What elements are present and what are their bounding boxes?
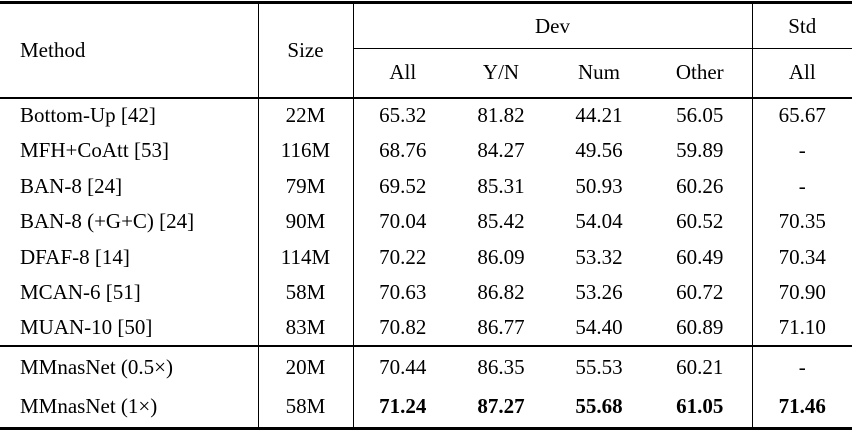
col-header-std-all: All bbox=[751, 48, 852, 99]
cell-std-all: 70.90 bbox=[751, 275, 852, 311]
cell-dev-other: 61.05 bbox=[676, 394, 724, 419]
col-header-size: Size bbox=[257, 2, 353, 99]
cell-dev-other: 60.21 bbox=[648, 345, 752, 387]
table-row: MMnasNet (1×) 58M 71.24 87.27 55.68 61.0… bbox=[0, 387, 852, 428]
cell-dev-yn: 84.27 bbox=[477, 138, 525, 163]
cell-std-all: - bbox=[751, 168, 852, 204]
cell-dev-num: 54.40 bbox=[575, 315, 623, 340]
table-header: Method Size Dev Std All Y/N Num Other Al… bbox=[0, 2, 852, 99]
cell-dev-num: 53.26 bbox=[575, 280, 623, 305]
cell-size: 90M bbox=[257, 204, 353, 240]
table-row: DFAF-8 [14] 114M 70.22 86.09 53.32 60.49… bbox=[0, 239, 852, 275]
cell-size: 116M bbox=[257, 133, 353, 169]
col-header-dev-other: Other bbox=[648, 48, 752, 99]
table-row: Bottom-Up [42] 22M 65.32 81.82 44.21 56.… bbox=[0, 97, 852, 133]
table-row: MFH+CoAtt [53] 116M 68.76 84.27 49.56 59… bbox=[0, 133, 852, 169]
cell-dev-yn: 87.27 bbox=[477, 394, 525, 419]
cell-method: BAN-8 (+G+C) [24] bbox=[20, 209, 195, 234]
cell-dev-other: 59.89 bbox=[676, 138, 724, 163]
col-header-method: Method bbox=[0, 2, 258, 99]
table-row: MMnasNet (0.5×) 20M 70.44 86.35 55.53 60… bbox=[0, 345, 852, 387]
col-header-dev-num: Num bbox=[550, 48, 648, 99]
cell-dev-all: 70.63 bbox=[352, 275, 452, 311]
cell-dev-other: 60.89 bbox=[676, 315, 724, 340]
cell-dev-num: 55.53 bbox=[550, 345, 648, 387]
cell-std-all: 71.46 bbox=[751, 387, 852, 428]
cell-std-all: 70.34 bbox=[751, 239, 852, 275]
cell-size: 58M bbox=[257, 387, 353, 428]
cell-size: 79M bbox=[257, 168, 353, 204]
cell-method: MMnasNet (1×) bbox=[20, 394, 158, 419]
col-header-dev-all: All bbox=[352, 48, 452, 99]
cell-size: 114M bbox=[257, 239, 353, 275]
cell-method: DFAF-8 [14] bbox=[20, 244, 130, 269]
cell-dev-other: 60.52 bbox=[676, 209, 724, 234]
col-header-dev-yn: Y/N bbox=[452, 48, 550, 99]
cell-dev-all: 65.32 bbox=[352, 97, 452, 133]
cell-dev-all: 68.76 bbox=[352, 133, 452, 169]
table-row: MUAN-10 [50] 83M 70.82 86.77 54.40 60.89… bbox=[0, 310, 852, 346]
cell-dev-all: 70.04 bbox=[352, 204, 452, 240]
cell-method: MFH+CoAtt [53] bbox=[20, 138, 169, 163]
cell-dev-all: 71.24 bbox=[352, 387, 452, 428]
cell-dev-all: 70.44 bbox=[352, 345, 452, 387]
table-row: BAN-8 (+G+C) [24] 90M 70.04 85.42 54.04 … bbox=[0, 204, 852, 240]
cell-std-all: 70.35 bbox=[751, 204, 852, 240]
cell-method: MCAN-6 [51] bbox=[20, 280, 141, 305]
cell-dev-yn: 86.82 bbox=[477, 280, 525, 305]
cell-dev-all: 69.52 bbox=[352, 168, 452, 204]
cell-size: 83M bbox=[257, 310, 353, 346]
cell-std-all: 65.67 bbox=[751, 97, 852, 133]
cell-dev-all: 70.22 bbox=[352, 239, 452, 275]
col-group-std: Std bbox=[751, 2, 852, 49]
cell-size: 58M bbox=[257, 275, 353, 311]
cell-dev-num: 44.21 bbox=[575, 103, 623, 128]
cell-dev-all: 70.82 bbox=[352, 310, 452, 346]
mmnasnet-section: MMnasNet (0.5×) 20M 70.44 86.35 55.53 60… bbox=[0, 345, 852, 428]
cell-dev-num: 50.93 bbox=[575, 173, 623, 198]
cell-size: 22M bbox=[257, 97, 353, 133]
results-table: Method Size Dev Std All Y/N Num Other Al… bbox=[0, 1, 852, 430]
cell-dev-other: 60.26 bbox=[676, 173, 724, 198]
cell-dev-yn: 85.42 bbox=[477, 209, 525, 234]
cell-method: BAN-8 [24] bbox=[20, 173, 123, 198]
baselines-section: Bottom-Up [42] 22M 65.32 81.82 44.21 56.… bbox=[0, 97, 852, 346]
cell-method: Bottom-Up [42] bbox=[20, 103, 156, 128]
col-group-dev: Dev bbox=[352, 2, 752, 49]
cell-size: 20M bbox=[257, 345, 353, 387]
cell-dev-other: 56.05 bbox=[676, 103, 724, 128]
cell-dev-yn: 81.82 bbox=[477, 103, 525, 128]
cell-dev-yn: 85.31 bbox=[477, 173, 525, 198]
cell-dev-num: 53.32 bbox=[575, 244, 623, 269]
cell-dev-yn: 86.77 bbox=[477, 315, 525, 340]
cell-dev-yn: 86.09 bbox=[477, 244, 525, 269]
cell-dev-other: 60.72 bbox=[676, 280, 724, 305]
cell-std-all: 71.10 bbox=[751, 310, 852, 346]
table-row: MCAN-6 [51] 58M 70.63 86.82 53.26 60.72 … bbox=[0, 275, 852, 311]
cell-dev-yn: 86.35 bbox=[452, 345, 550, 387]
cell-dev-num: 55.68 bbox=[575, 394, 623, 419]
cell-dev-num: 54.04 bbox=[575, 209, 623, 234]
cell-dev-num: 49.56 bbox=[575, 138, 623, 163]
cell-dev-other: 60.49 bbox=[676, 244, 724, 269]
cell-method: MUAN-10 [50] bbox=[20, 315, 153, 340]
table-row: BAN-8 [24] 79M 69.52 85.31 50.93 60.26 - bbox=[0, 168, 852, 204]
cell-method: MMnasNet (0.5×) bbox=[0, 345, 258, 387]
cell-std-all: - bbox=[751, 345, 852, 387]
cell-std-all: - bbox=[751, 133, 852, 169]
